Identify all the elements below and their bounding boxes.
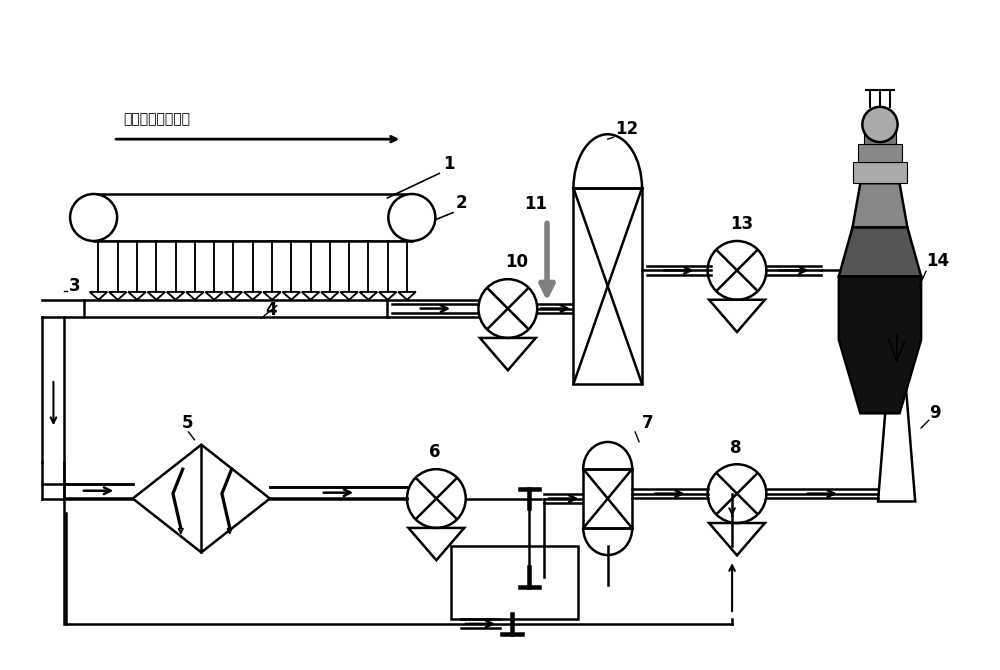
Polygon shape: [282, 292, 300, 299]
Polygon shape: [302, 292, 319, 299]
Polygon shape: [109, 292, 127, 299]
Polygon shape: [133, 445, 270, 552]
Text: 6: 6: [429, 444, 441, 462]
Bar: [451, 545, 578, 619]
Circle shape: [70, 194, 117, 241]
Text: 13: 13: [730, 215, 753, 233]
Polygon shape: [853, 183, 907, 227]
Polygon shape: [340, 292, 358, 299]
Polygon shape: [321, 292, 339, 299]
Polygon shape: [839, 227, 921, 276]
Polygon shape: [148, 292, 165, 299]
Text: 12: 12: [616, 120, 639, 138]
Polygon shape: [839, 276, 921, 413]
Polygon shape: [398, 292, 416, 299]
Text: 5: 5: [182, 414, 193, 432]
Polygon shape: [205, 292, 223, 299]
Polygon shape: [263, 292, 281, 299]
Text: 3: 3: [69, 277, 81, 295]
Polygon shape: [878, 369, 915, 501]
Circle shape: [388, 194, 435, 241]
Polygon shape: [360, 292, 377, 299]
Circle shape: [862, 107, 898, 142]
Bar: [858, 144, 902, 161]
Polygon shape: [167, 292, 184, 299]
Text: 10: 10: [505, 253, 528, 271]
Text: 8: 8: [730, 438, 742, 456]
Text: 9: 9: [929, 404, 941, 422]
Bar: [573, 188, 642, 384]
Text: 4: 4: [265, 302, 277, 320]
Bar: [864, 131, 896, 144]
Bar: [84, 299, 387, 318]
Polygon shape: [90, 292, 107, 299]
Polygon shape: [379, 292, 397, 299]
Text: 7: 7: [642, 414, 654, 432]
Text: 烧结台车运行方向: 烧结台车运行方向: [123, 113, 190, 127]
Text: 2: 2: [456, 194, 468, 212]
Bar: [853, 161, 907, 183]
Bar: [583, 469, 632, 528]
Polygon shape: [225, 292, 242, 299]
Polygon shape: [186, 292, 204, 299]
Text: 11: 11: [524, 195, 547, 212]
Text: 1: 1: [443, 155, 455, 172]
Polygon shape: [128, 292, 146, 299]
Text: 14: 14: [926, 253, 949, 271]
Polygon shape: [244, 292, 262, 299]
